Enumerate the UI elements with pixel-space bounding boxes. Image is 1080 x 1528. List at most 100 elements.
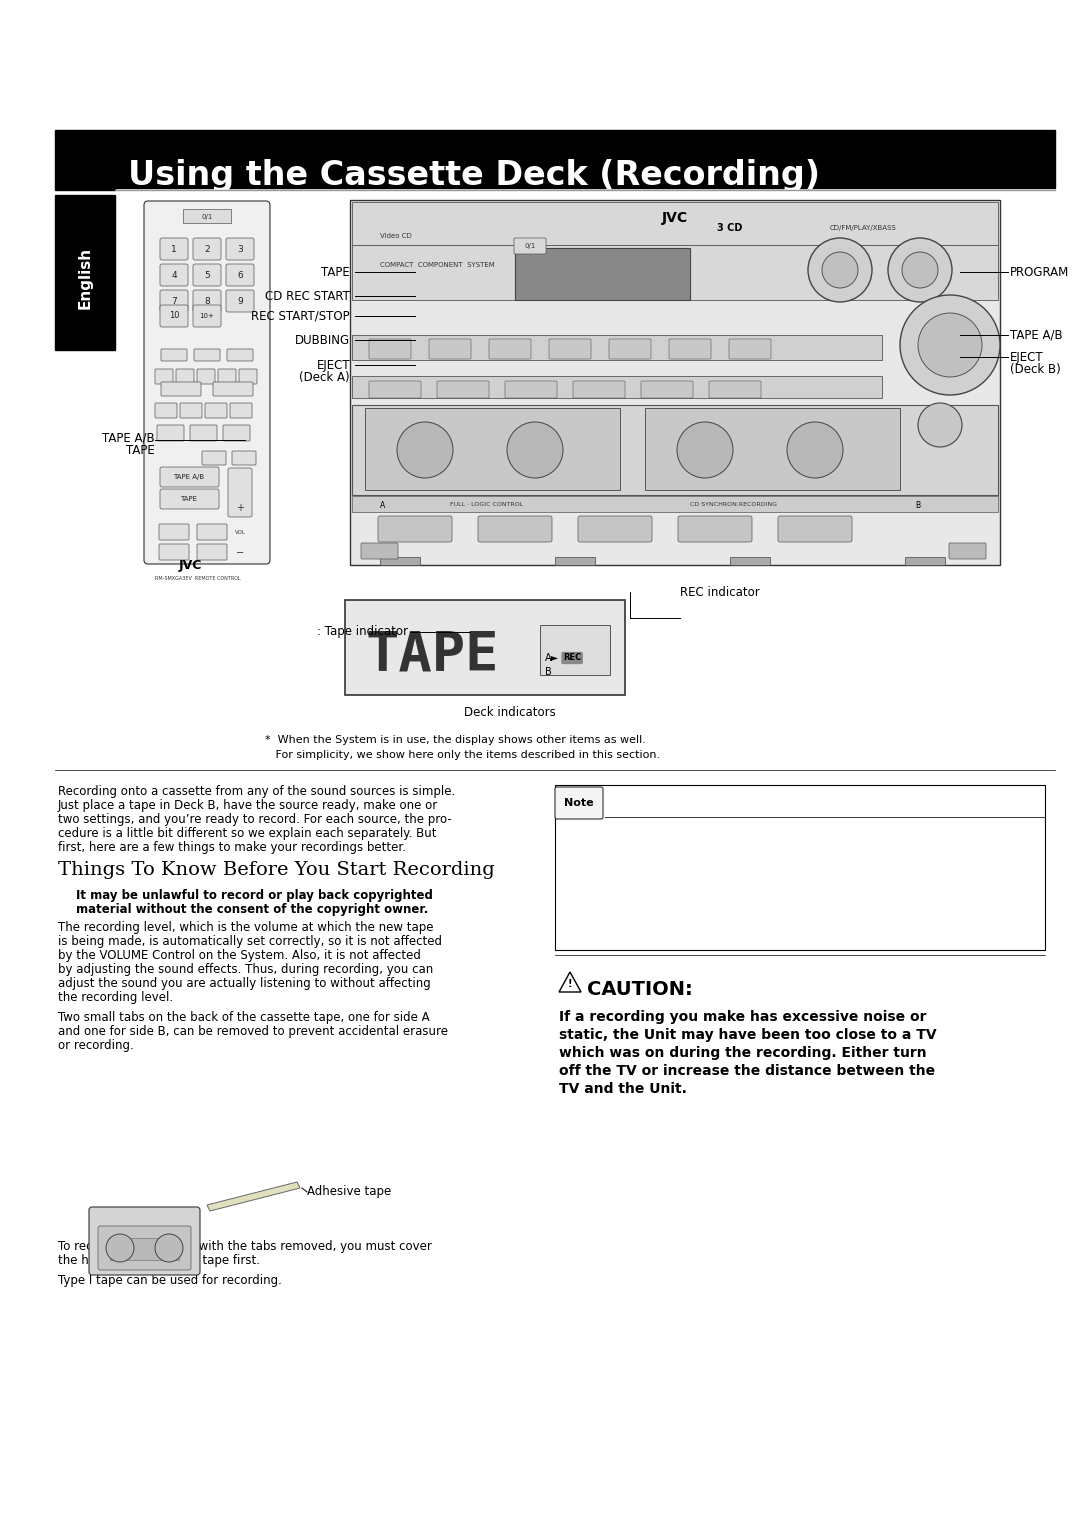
Text: Deck indicators: Deck indicators [464, 706, 556, 718]
Text: !: ! [568, 979, 572, 989]
FancyBboxPatch shape [159, 524, 189, 539]
FancyBboxPatch shape [369, 380, 421, 397]
Text: 4: 4 [172, 270, 177, 280]
Text: and one for side B, can be removed to prevent accidental erasure: and one for side B, can be removed to pr… [58, 1025, 448, 1038]
Text: Using the Cassette Deck (Recording): Using the Cassette Deck (Recording) [129, 159, 820, 191]
FancyBboxPatch shape [98, 1225, 191, 1270]
Text: by the VOLUME Control on the System. Also, it is not affected: by the VOLUME Control on the System. Als… [58, 949, 421, 963]
Circle shape [808, 238, 872, 303]
Text: TAPE: TAPE [365, 628, 499, 681]
Text: two settings, and you’re ready to record. For each source, the pro-: two settings, and you’re ready to record… [58, 813, 451, 827]
Circle shape [397, 422, 453, 478]
FancyBboxPatch shape [239, 368, 257, 384]
FancyBboxPatch shape [555, 787, 603, 819]
Bar [352, 376, 882, 397]
Text: REC indicator: REC indicator [680, 585, 759, 599]
FancyBboxPatch shape [226, 290, 254, 312]
FancyBboxPatch shape [202, 451, 226, 465]
Text: *  When the System is in use, the display shows other items as well.: * When the System is in use, the display… [265, 735, 646, 746]
FancyBboxPatch shape [669, 339, 711, 359]
FancyBboxPatch shape [213, 382, 253, 396]
FancyBboxPatch shape [227, 348, 253, 361]
Text: The recording level, which is the volume at which the new tape: The recording level, which is the volume… [58, 921, 433, 934]
Text: Just place a tape in Deck B, have the source ready, make one or: Just place a tape in Deck B, have the so… [58, 799, 438, 811]
FancyBboxPatch shape [161, 348, 187, 361]
FancyBboxPatch shape [369, 339, 411, 359]
FancyBboxPatch shape [378, 516, 453, 542]
Text: Type I tape can be used for recording.: Type I tape can be used for recording. [58, 1274, 282, 1287]
Text: JVC: JVC [178, 559, 202, 571]
Text: 0/1: 0/1 [201, 214, 213, 220]
Text: COMPACT  COMPONENT  SYSTEM: COMPACT COMPONENT SYSTEM [380, 261, 495, 267]
Text: 5: 5 [204, 270, 210, 280]
Text: (Deck B): (Deck B) [1010, 364, 1061, 376]
FancyBboxPatch shape [160, 264, 188, 286]
Bar [55, 130, 114, 189]
FancyBboxPatch shape [232, 451, 256, 465]
FancyBboxPatch shape [197, 368, 215, 384]
Text: Recording onto a cassette from any of the sound sources is simple.: Recording onto a cassette from any of th… [58, 785, 456, 798]
Text: 0/1: 0/1 [524, 243, 536, 249]
FancyBboxPatch shape [478, 516, 552, 542]
Text: REC START/STOP: REC START/STOP [252, 310, 350, 322]
FancyBboxPatch shape [361, 542, 399, 559]
FancyBboxPatch shape [489, 339, 531, 359]
FancyBboxPatch shape [160, 290, 188, 312]
FancyBboxPatch shape [193, 238, 221, 260]
Text: At the start and end of cassette tapes, there is leader tape: At the start and end of cassette tapes, … [563, 830, 912, 842]
Text: CAUTION:: CAUTION: [588, 979, 692, 999]
Text: Video CD: Video CD [380, 232, 411, 238]
Bar [352, 202, 998, 244]
Circle shape [156, 1235, 183, 1262]
Text: 3 CD: 3 CD [717, 223, 743, 232]
FancyBboxPatch shape [160, 468, 219, 487]
FancyBboxPatch shape [193, 290, 221, 312]
Text: adjust the sound you are actually listening to without affecting: adjust the sound you are actually listen… [58, 976, 431, 990]
Bar [645, 408, 900, 490]
FancyBboxPatch shape [573, 380, 625, 397]
Bar [730, 558, 770, 565]
Text: which cannot be  recorded onto. Thus, when recording: which cannot be recorded onto. Thus, whe… [563, 843, 886, 856]
Text: cedure is a little bit different so we explain each separately. But: cedure is a little bit different so we e… [58, 827, 436, 840]
Text: A►: A► [545, 652, 559, 663]
Bar [555, 785, 1045, 950]
FancyBboxPatch shape [180, 403, 202, 419]
Text: CD/FM/PLAY/XBASS: CD/FM/PLAY/XBASS [831, 225, 896, 231]
Text: first, here are a few things to make your recordings better.: first, here are a few things to make you… [58, 840, 406, 854]
Circle shape [900, 295, 1000, 396]
Text: by adjusting the sound effects. Thus, during recording, you can: by adjusting the sound effects. Thus, du… [58, 963, 433, 976]
Bar [515, 248, 690, 299]
Text: 9: 9 [238, 296, 243, 306]
FancyBboxPatch shape [678, 516, 752, 542]
FancyBboxPatch shape [437, 380, 489, 397]
FancyBboxPatch shape [218, 368, 237, 384]
Bar [365, 408, 620, 490]
Text: DUBBING: DUBBING [295, 333, 350, 347]
FancyBboxPatch shape [230, 403, 252, 419]
Text: TAPE: TAPE [180, 497, 198, 503]
Text: static, the Unit may have been too close to a TV: static, the Unit may have been too close… [559, 1028, 936, 1042]
Text: (Deck A): (Deck A) [299, 371, 350, 385]
Text: 3: 3 [238, 244, 243, 254]
FancyBboxPatch shape [226, 264, 254, 286]
Circle shape [822, 252, 858, 287]
Text: −: − [235, 549, 244, 558]
Text: 8: 8 [204, 296, 210, 306]
Text: CDs, radio broadcasts, etc., wind on the leader tape first: CDs, radio broadcasts, etc., wind on the… [563, 857, 899, 869]
Bar [380, 558, 420, 565]
Bar [352, 497, 998, 512]
FancyBboxPatch shape [144, 202, 270, 564]
Circle shape [918, 403, 962, 448]
Text: 6: 6 [238, 270, 243, 280]
Bar [555, 558, 595, 565]
Text: CD SYNCHRON.RECORDING: CD SYNCHRON.RECORDING [690, 503, 777, 507]
FancyBboxPatch shape [89, 1207, 200, 1274]
Text: 2: 2 [204, 244, 210, 254]
FancyBboxPatch shape [161, 382, 201, 396]
Text: VOL: VOL [234, 530, 245, 535]
Bar [352, 405, 998, 495]
Text: 7: 7 [171, 296, 177, 306]
Text: TAPE: TAPE [321, 266, 350, 278]
Circle shape [106, 1235, 134, 1262]
Text: material without the consent of the copyright owner.: material without the consent of the copy… [76, 903, 429, 915]
